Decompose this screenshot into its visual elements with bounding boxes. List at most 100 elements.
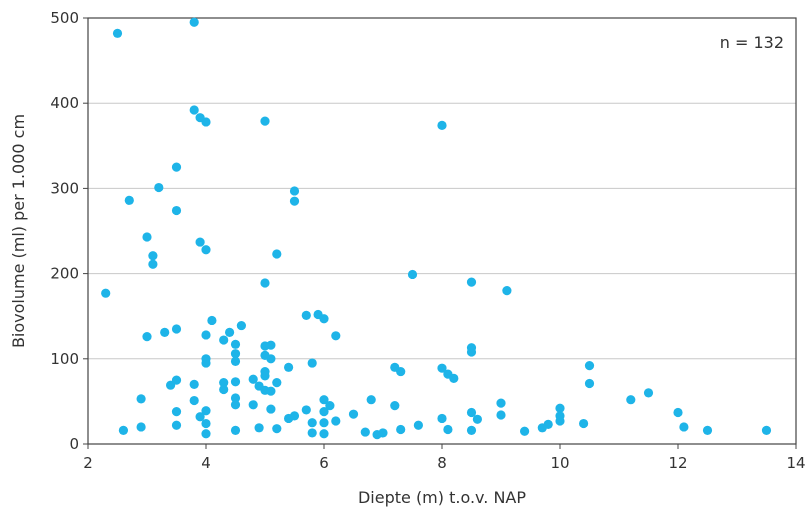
data-point bbox=[260, 116, 270, 126]
data-point bbox=[171, 162, 182, 172]
data-point bbox=[413, 420, 423, 430]
data-point bbox=[702, 425, 713, 435]
data-point bbox=[230, 356, 241, 366]
y-axis-title: Biovolume (ml) per 1.000 cm bbox=[9, 114, 28, 348]
data-point bbox=[201, 330, 211, 340]
data-point bbox=[307, 358, 317, 368]
data-point bbox=[171, 420, 182, 430]
data-point bbox=[348, 409, 359, 419]
data-point bbox=[118, 425, 128, 435]
data-point bbox=[189, 395, 199, 406]
data-point bbox=[266, 404, 276, 414]
data-point bbox=[112, 28, 123, 38]
data-point bbox=[543, 419, 553, 430]
data-point bbox=[437, 413, 447, 424]
data-point bbox=[201, 429, 211, 439]
data-point bbox=[325, 401, 335, 411]
data-point bbox=[219, 384, 229, 395]
data-point bbox=[195, 412, 205, 422]
data-point bbox=[201, 418, 211, 429]
sample-size-annotation: n = 132 bbox=[720, 33, 784, 52]
data-point bbox=[171, 375, 182, 385]
data-point bbox=[230, 377, 241, 387]
x-axis-title: Diepte (m) t.o.v. NAP bbox=[358, 488, 526, 507]
data-point bbox=[189, 379, 199, 389]
data-point bbox=[319, 407, 329, 417]
data-point bbox=[584, 361, 595, 371]
data-point bbox=[266, 386, 276, 396]
data-point bbox=[319, 314, 329, 324]
data-point bbox=[366, 395, 376, 405]
data-point bbox=[171, 324, 182, 334]
data-point bbox=[230, 393, 241, 403]
data-point bbox=[555, 403, 565, 413]
data-point bbox=[301, 310, 311, 320]
data-point bbox=[466, 407, 477, 418]
data-point bbox=[160, 327, 170, 337]
data-point bbox=[219, 378, 229, 388]
data-point bbox=[319, 395, 329, 405]
data-point bbox=[449, 373, 459, 383]
data-point bbox=[266, 340, 276, 350]
data-point bbox=[142, 332, 152, 342]
data-point bbox=[201, 117, 211, 127]
data-point bbox=[520, 426, 530, 436]
data-point bbox=[248, 400, 258, 410]
data-point bbox=[101, 288, 111, 298]
data-point bbox=[626, 395, 636, 405]
x-tick-label: 6 bbox=[319, 454, 329, 472]
data-point bbox=[272, 424, 282, 434]
data-point bbox=[466, 277, 477, 287]
data-point bbox=[201, 406, 211, 416]
data-point bbox=[289, 196, 300, 206]
data-point bbox=[201, 245, 211, 255]
data-point bbox=[331, 416, 341, 426]
data-point bbox=[189, 105, 199, 115]
data-point bbox=[319, 429, 329, 439]
data-point bbox=[230, 339, 241, 349]
data-point bbox=[148, 259, 158, 269]
data-point bbox=[502, 286, 512, 296]
data-point bbox=[643, 388, 654, 398]
x-tick-label: 2 bbox=[83, 454, 93, 472]
data-point bbox=[396, 424, 406, 435]
data-point bbox=[266, 354, 276, 364]
data-point bbox=[496, 398, 506, 408]
data-point bbox=[466, 425, 477, 435]
x-tick-label: 14 bbox=[786, 454, 805, 472]
y-tick-label: 400 bbox=[50, 94, 79, 112]
data-point bbox=[679, 422, 689, 432]
data-point bbox=[230, 349, 241, 359]
y-tick-label: 500 bbox=[50, 9, 79, 27]
x-axis-ticks: 2 4 6 8 10 12 14 bbox=[83, 444, 806, 472]
data-point bbox=[195, 237, 205, 247]
data-point bbox=[142, 232, 152, 242]
data-point bbox=[219, 335, 229, 345]
data-point bbox=[390, 401, 400, 411]
data-point bbox=[272, 378, 282, 388]
data-point bbox=[289, 186, 300, 196]
data-points bbox=[101, 17, 772, 440]
x-tick-label: 4 bbox=[201, 454, 211, 472]
data-point bbox=[443, 424, 453, 435]
y-tick-label: 0 bbox=[69, 435, 79, 453]
data-point bbox=[378, 428, 388, 438]
data-point bbox=[236, 320, 246, 331]
data-point bbox=[437, 120, 447, 130]
data-point bbox=[225, 327, 235, 337]
x-tick-label: 10 bbox=[550, 454, 569, 472]
data-point bbox=[584, 378, 595, 389]
data-point bbox=[171, 407, 182, 417]
data-point bbox=[171, 205, 182, 216]
data-point bbox=[230, 400, 241, 410]
data-point bbox=[207, 315, 217, 326]
data-point bbox=[579, 418, 589, 429]
data-point bbox=[360, 427, 370, 437]
data-point bbox=[272, 249, 282, 259]
data-point bbox=[301, 405, 311, 415]
data-point bbox=[761, 425, 772, 435]
y-axis-ticks: 0 100 200 300 400 500 bbox=[50, 9, 88, 453]
data-point bbox=[136, 394, 146, 404]
data-point bbox=[437, 363, 447, 373]
data-point bbox=[148, 251, 158, 261]
